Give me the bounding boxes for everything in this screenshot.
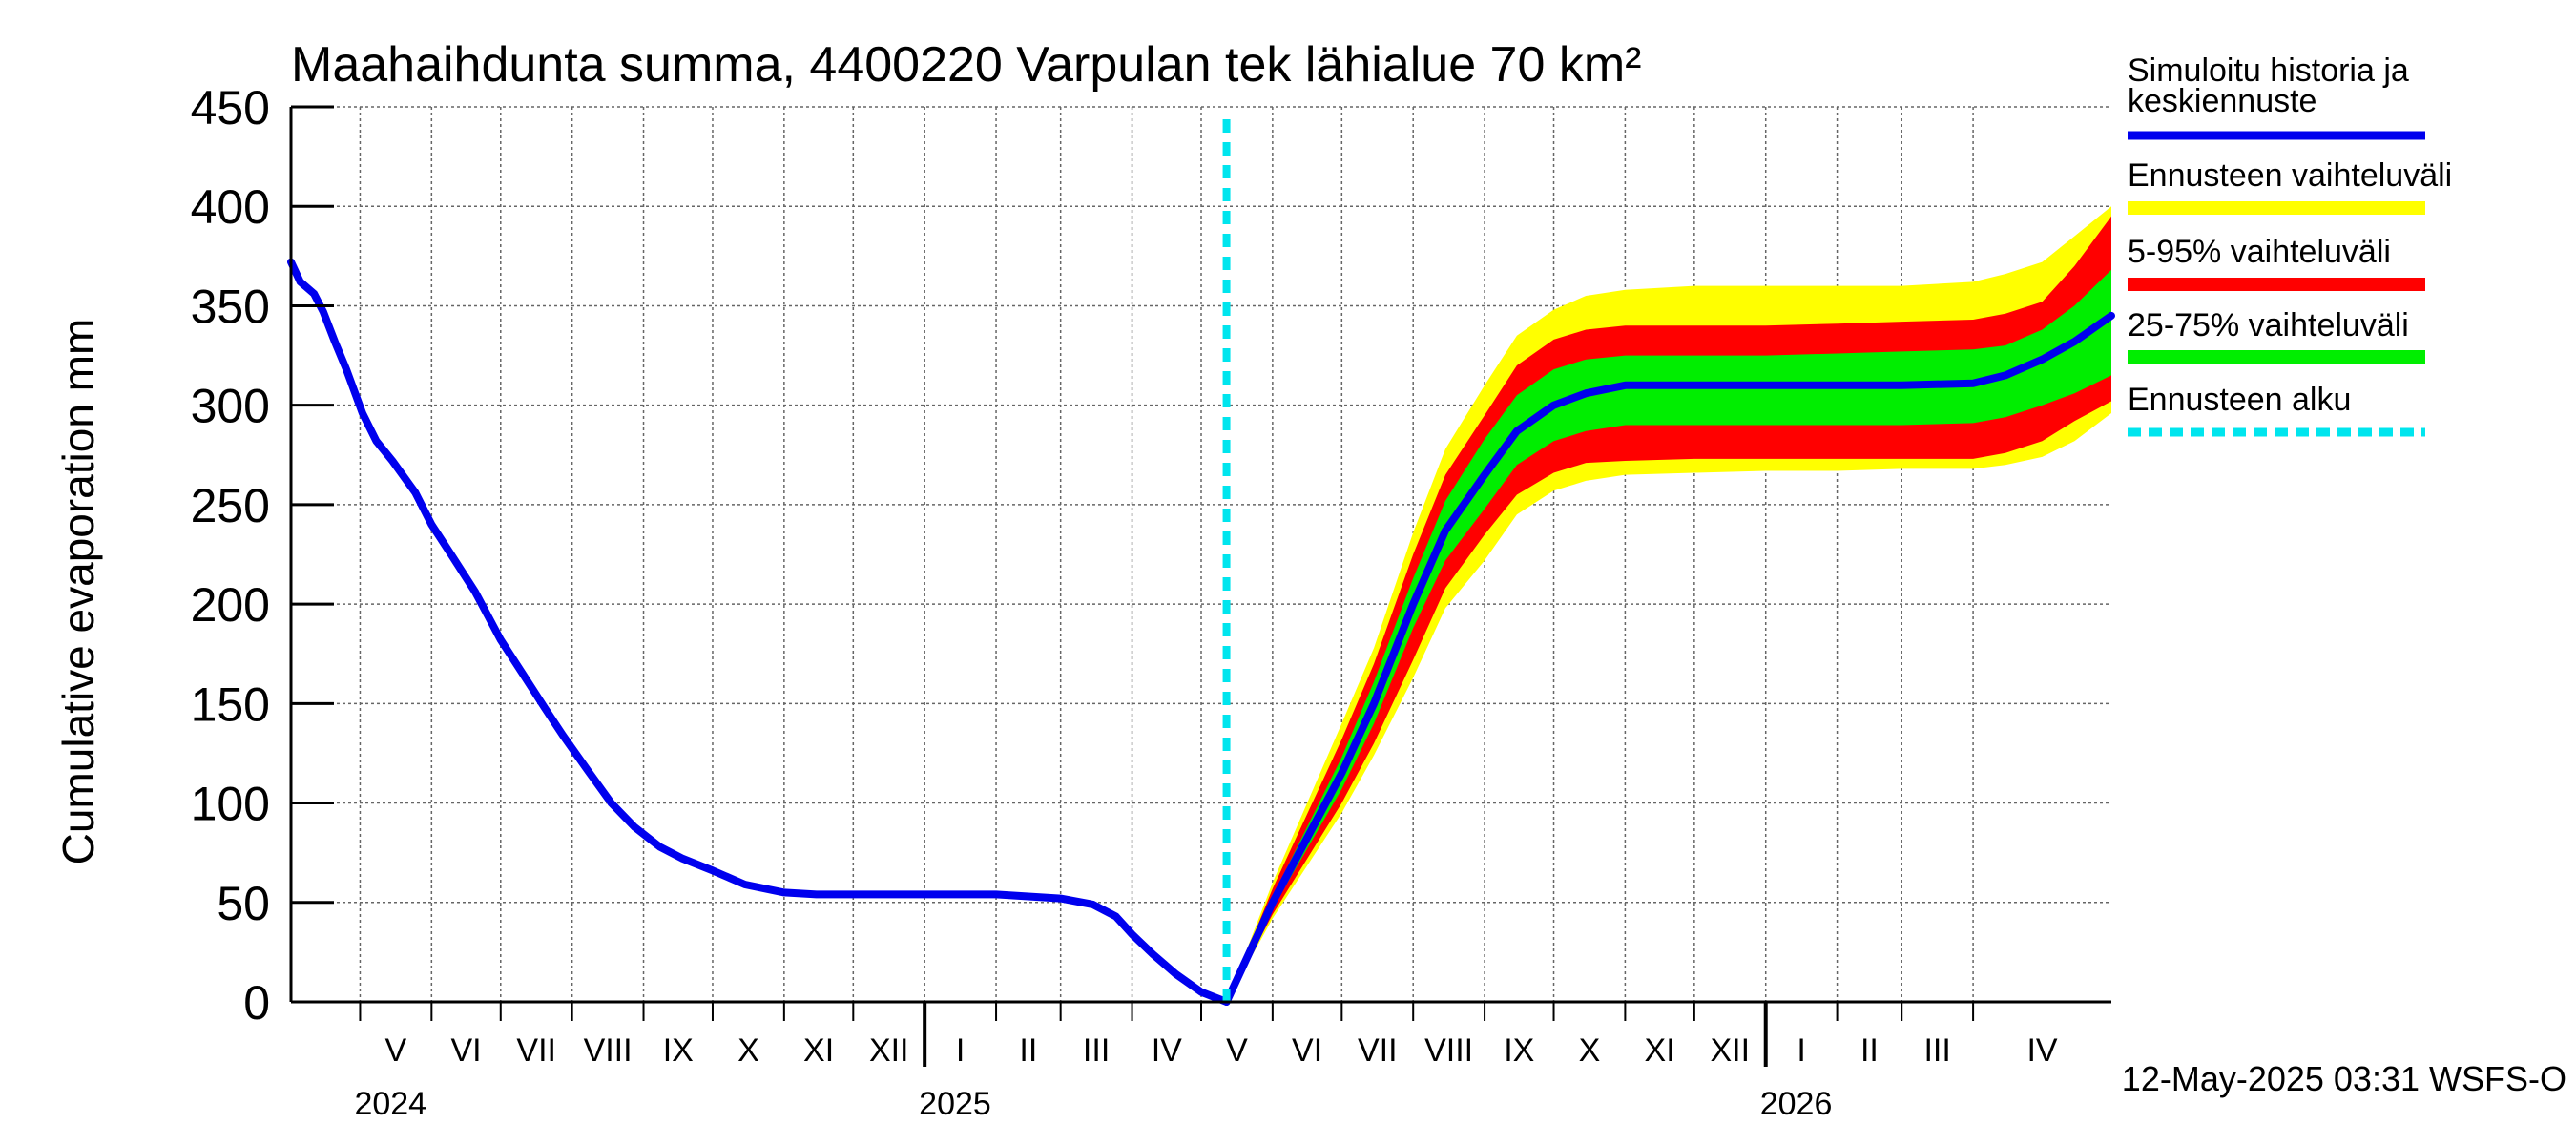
y-tick-label: 400 [191,180,270,234]
month-label: X [737,1032,759,1069]
y-tick-label: 300 [191,380,270,433]
legend-label: 25-75% vaihteluväli [2128,307,2409,344]
y-tick-label: 250 [191,479,270,532]
legend-label-line: Simuloitu historia ja [2128,52,2409,89]
month-label: VI [450,1032,481,1069]
legend-label-line: keskiennuste [2128,83,2316,119]
timestamp-footer: 12-May-2025 03:31 WSFS-O [2122,1059,2566,1098]
y-tick-label: 50 [217,877,270,930]
history-line [287,258,1231,1006]
month-label: IX [1504,1032,1534,1069]
month-label: V [385,1032,407,1069]
month-label: IV [1152,1032,1182,1069]
legend-label: 5-95% vaihteluväli [2128,234,2391,270]
month-label: II [1860,1032,1879,1069]
month-label: III [1923,1032,1950,1069]
legend-label: Simuloitu historia ja keskiennuste [2128,52,2409,119]
year-label: 2024 [354,1086,426,1122]
chart-title: Maahaihdunta summa, 4400220 Varpulan tek… [291,37,1641,93]
y-tick-label: 350 [191,280,270,333]
legend-label: Ennusteen vaihteluväli [2128,157,2452,194]
month-label: XII [869,1032,909,1069]
month-label: I [956,1032,965,1069]
y-tick-label: 100 [191,778,270,831]
forecast-mean-line [1222,311,2115,1006]
y-tick-label: 0 [243,976,270,1030]
month-label: V [1226,1032,1248,1069]
year-label: 2026 [1760,1086,1833,1122]
month-label: VIII [1424,1032,1473,1069]
y-tick-label: 200 [191,578,270,632]
month-label: VI [1292,1032,1322,1069]
legend-label: Ennusteen alku [2128,382,2351,418]
y-axis-label: Cumulative evaporation mm [53,319,103,865]
month-label: XII [1710,1032,1750,1069]
month-label: IV [2026,1032,2057,1069]
month-label: VII [1358,1032,1398,1069]
p5-p95-band [1226,216,2111,1003]
legend: Simuloitu historia ja keskiennuste Ennuste… [2128,52,2452,437]
month-label: X [1579,1032,1601,1069]
month-label: XI [1645,1032,1675,1069]
month-label: II [1019,1032,1037,1069]
y-tick-label: 150 [191,677,270,731]
y-tick-label: 450 [191,81,270,135]
month-label: VII [516,1032,556,1069]
month-label: VIII [584,1032,633,1069]
month-label: I [1797,1032,1805,1069]
month-label: III [1083,1032,1110,1069]
grid-lines [291,106,2111,1002]
series-lines [287,119,2115,1006]
month-label: XI [803,1032,834,1069]
year-label: 2025 [919,1086,991,1122]
month-label: IX [663,1032,694,1069]
forecast-bands [1226,206,2111,1003]
